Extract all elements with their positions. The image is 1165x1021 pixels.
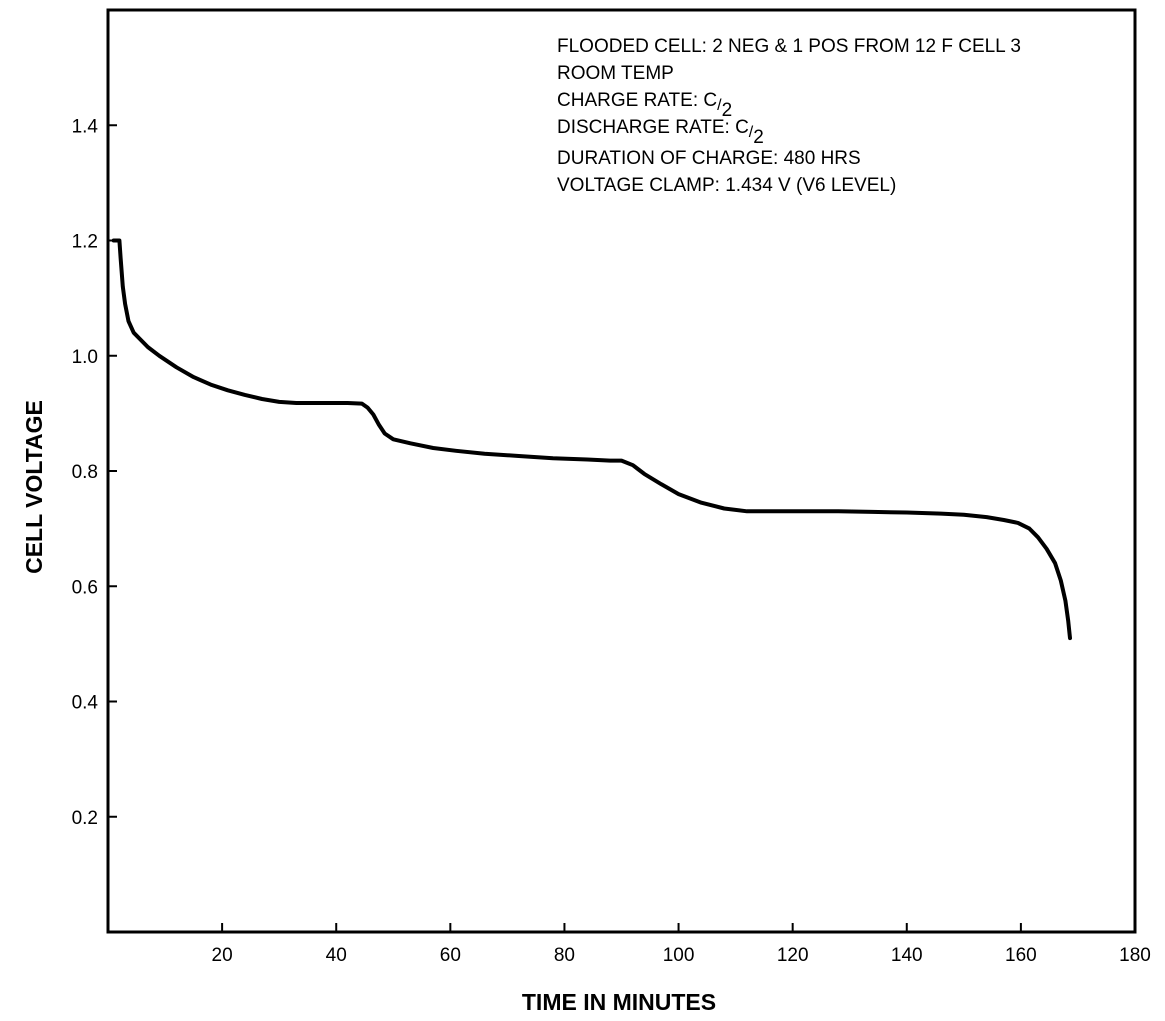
x-tick-label: 120 [777, 945, 809, 966]
discharge-rate-label: DISCHARGE RATE: [557, 117, 735, 138]
annotation-line-5: DURATION OF CHARGE: 480 HRS [557, 148, 861, 169]
y-tick-label: 0.2 [72, 808, 98, 829]
discharge-rate-c: C [735, 117, 749, 138]
series-line [111, 238, 1072, 641]
y-tick-label: 0.8 [72, 462, 98, 483]
charge-rate-slash: / [717, 97, 722, 114]
x-tick-label: 100 [663, 945, 695, 966]
x-tick-label: 140 [891, 945, 923, 966]
annotation-line-4: DISCHARGE RATE: C/2 [557, 117, 764, 148]
x-tick-label: 20 [212, 945, 233, 966]
x-tick-label: 80 [554, 945, 575, 966]
annotation-line-3: CHARGE RATE: C/2 [557, 90, 732, 121]
annotation-line-1: FLOODED CELL: 2 NEG & 1 POS FROM 12 F CE… [557, 36, 1021, 57]
x-axis: 20 40 60 80 100 120 140 160 180 [212, 923, 1151, 966]
charge-rate-divisor: 2 [722, 100, 733, 121]
y-tick-label: 0.4 [72, 693, 99, 714]
discharge-rate-slash: / [749, 124, 754, 141]
y-axis-title: CELL VOLTAGE [21, 400, 47, 574]
y-tick-label: 1.4 [72, 116, 99, 137]
annotation-line-6: VOLTAGE CLAMP: 1.434 V (V6 LEVEL) [557, 175, 896, 196]
annotation-line-2: ROOM TEMP [557, 63, 674, 84]
discharge-rate-divisor: 2 [753, 127, 764, 148]
annotation-block: FLOODED CELL: 2 NEG & 1 POS FROM 12 F CE… [557, 36, 1021, 196]
x-tick-label: 60 [440, 945, 461, 966]
x-tick-label: 180 [1119, 945, 1151, 966]
x-axis-title: TIME IN MINUTES [522, 989, 716, 1015]
x-tick-label: 40 [326, 945, 347, 966]
y-axis: 0.2 0.4 0.6 0.8 1.0 1.2 1.4 [72, 116, 117, 829]
y-tick-label: 0.6 [72, 577, 98, 598]
charge-rate-label: CHARGE RATE: [557, 90, 703, 111]
y-tick-label: 1.2 [72, 232, 98, 253]
charge-rate-c: C [703, 90, 717, 111]
x-tick-label: 160 [1005, 945, 1037, 966]
y-tick-label: 1.0 [72, 347, 98, 368]
